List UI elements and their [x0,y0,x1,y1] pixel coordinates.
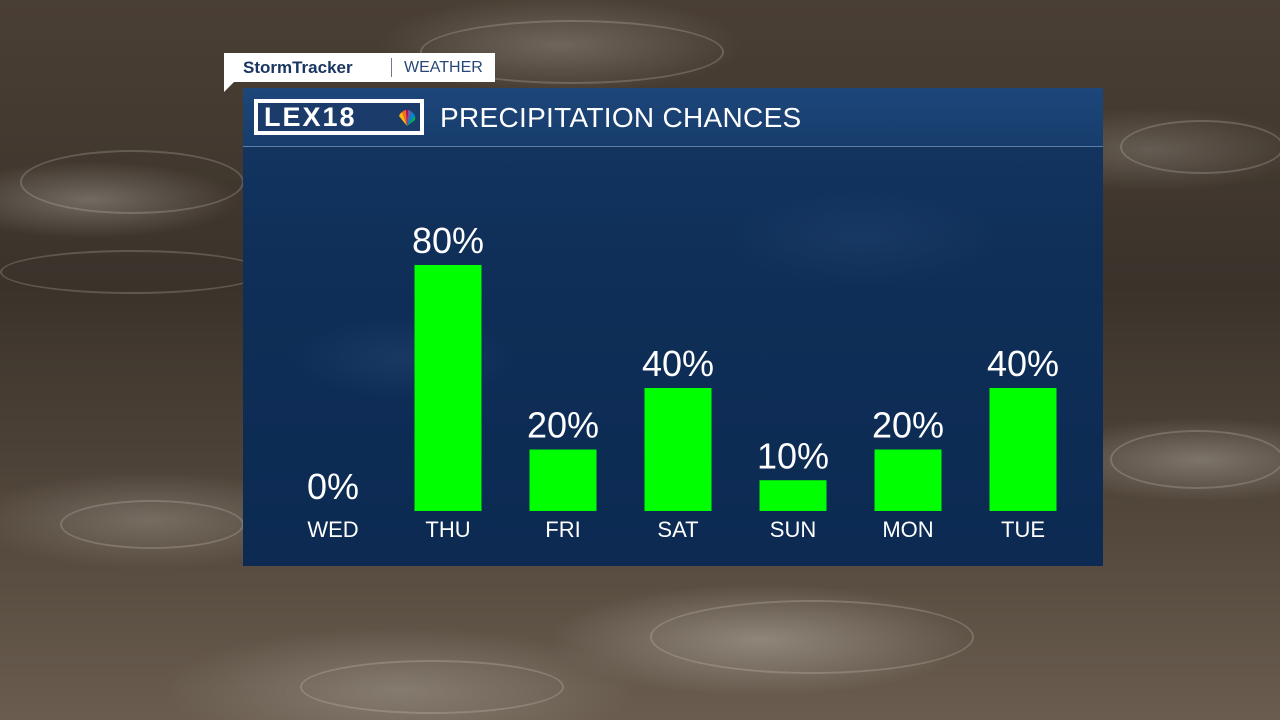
value-label-thu: 80% [412,220,484,261]
day-label-sun: SUN [770,517,816,542]
bar-sun [759,480,827,511]
value-label-mon: 20% [872,405,944,446]
stormtracker-tag: StormTracker WEATHER [224,53,495,82]
day-label-mon: MON [882,517,933,542]
bar-sat [644,388,712,511]
bar-thu [414,265,482,511]
stormtracker-brand: StormTracker [243,58,353,77]
tag-notch [224,82,234,92]
day-label-tue: TUE [1001,517,1045,542]
tag-divider [391,58,392,77]
day-label-wed: WED [307,517,358,542]
day-label-thu: THU [425,517,470,542]
value-label-sun: 10% [757,435,829,476]
bar-tue [989,388,1057,511]
precipitation-panel: LEX18 PRECIPITATION CHANCES 0% WED 80% THU 2… [243,88,1103,566]
weather-section-label: WEATHER [404,59,483,76]
precipitation-chart: 0% WED 80% THU 20% FRI 40% SAT 10% SUN 20% MON 40% TU… [307,220,1059,542]
day-label-fri: FRI [545,517,580,542]
value-label-wed: 0% [307,466,359,507]
peacock-icon [399,109,416,126]
panel-header: LEX18 PRECIPITATION CHANCES [243,88,1103,147]
bar-fri [529,449,597,511]
lex18-logo: LEX18 [254,99,424,135]
value-label-tue: 40% [987,343,1059,384]
value-label-sat: 40% [642,343,714,384]
logo-inner: LEX18 [258,102,420,132]
bar-mon [874,449,942,511]
logo-text: LEX18 [264,102,357,132]
value-label-fri: 20% [527,405,599,446]
chart-title: PRECIPITATION CHANCES [440,102,802,133]
day-label-sat: SAT [657,517,698,542]
